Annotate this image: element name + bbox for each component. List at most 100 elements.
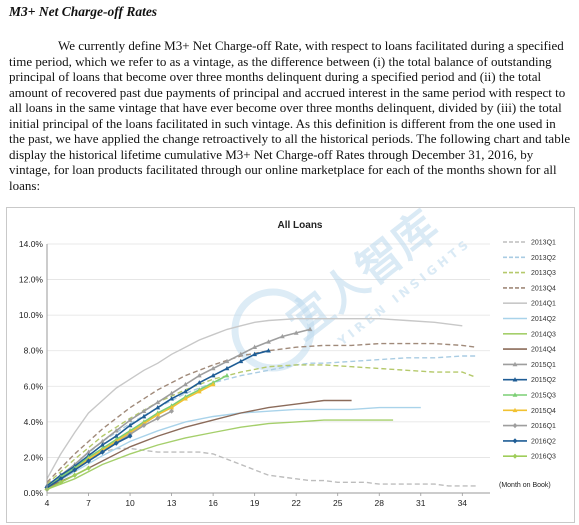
data-point-2015Q1 — [252, 344, 258, 349]
data-point-2015Q1 — [293, 330, 299, 335]
legend-label-2016Q3: 2016Q3 — [531, 454, 556, 461]
data-point-2015Q2 — [99, 442, 105, 447]
legend-label-2016Q1: 2016Q1 — [531, 423, 556, 430]
series-line-2013Q1 — [46, 447, 477, 489]
data-point-2015Q1 — [183, 381, 188, 387]
data-point-2015Q2 — [210, 373, 216, 378]
series-line-2015Q3 — [46, 374, 228, 489]
legend-marker-2016Q3 — [512, 453, 518, 459]
legend-marker-2015Q1 — [512, 361, 518, 367]
data-point-2016Q1 — [169, 408, 174, 414]
data-point-2015Q1 — [113, 428, 119, 433]
data-point-2015Q4 — [183, 396, 188, 401]
data-point-2016Q1 — [155, 415, 161, 421]
legend-label-2014Q2: 2014Q2 — [531, 316, 556, 323]
data-point-2015Q1 — [86, 449, 91, 454]
legend-label-2014Q1: 2014Q1 — [531, 301, 556, 308]
x-tick-label: 25 — [333, 498, 343, 508]
data-point-2016Q2 — [86, 458, 91, 464]
data-point-2015Q1 — [127, 417, 133, 422]
x-tick-label: 28 — [375, 498, 385, 508]
data-point-2015Q1 — [307, 326, 313, 332]
legend-marker-2015Q3 — [512, 392, 518, 397]
y-tick-label: 2.0% — [24, 452, 44, 462]
data-point-2015Q4 — [169, 405, 174, 410]
data-point-2015Q1 — [141, 408, 147, 413]
legend-label-2013Q1: 2013Q1 — [531, 240, 556, 247]
x-axis-label: (Month on Book) — [499, 482, 551, 489]
data-point-2016Q2 — [72, 467, 78, 473]
data-point-2016Q2 — [113, 440, 119, 446]
legend-label-2014Q3: 2014Q3 — [531, 331, 556, 338]
x-tick-label: 31 — [416, 498, 426, 508]
y-tick-label: 4.0% — [24, 417, 44, 427]
data-point-2016Q3 — [86, 465, 91, 471]
data-point-2016Q3 — [72, 472, 78, 478]
data-point-2015Q1 — [169, 390, 174, 396]
data-point-2015Q1 — [210, 365, 216, 371]
legend-label-2015Q2: 2015Q2 — [531, 377, 556, 384]
x-tick-label: 7 — [86, 498, 91, 508]
series-line-2015Q1 — [46, 328, 311, 487]
body-paragraph: We currently define M3+ Net Charge-off R… — [9, 38, 571, 193]
data-point-2015Q2 — [141, 413, 147, 419]
legend: 2013Q1 2013Q2 2013Q3 2013Q4 2014Q1 2014Q2 2014… — [503, 240, 556, 461]
legend-label-2013Q2: 2013Q2 — [531, 255, 556, 262]
x-tick-label: 4 — [45, 498, 50, 508]
data-point-2016Q2 — [58, 476, 64, 482]
x-tick-label: 34 — [458, 498, 468, 508]
section-heading: M3+ Net Charge-off Rates — [9, 4, 158, 19]
y-tick-label: 12.0% — [19, 275, 44, 285]
data-point-2015Q1 — [99, 438, 105, 444]
data-point-2015Q2 — [266, 348, 271, 353]
data-point-2015Q2 — [224, 365, 230, 371]
data-point-2015Q1 — [155, 399, 161, 405]
data-point-2015Q2 — [155, 405, 161, 410]
series-line-2013Q4 — [46, 342, 477, 483]
series-lines — [44, 317, 477, 493]
data-point-2015Q2 — [169, 396, 174, 401]
chart-frame: 宜人智库 YIREN INSIGHTS 0.0% 2.0% 4.0% 6.0% 8.0% 1… — [6, 207, 575, 523]
y-tick-label: 6.0% — [24, 381, 44, 391]
legend-label-2015Q1: 2015Q1 — [531, 362, 556, 369]
legend-label-2013Q4: 2013Q4 — [531, 285, 556, 292]
series-line-2014Q3 — [46, 419, 394, 491]
data-point-2015Q1 — [279, 333, 285, 339]
y-tick-label: 8.0% — [24, 346, 44, 356]
data-point-2015Q2 — [238, 358, 244, 364]
legend-label-2015Q3: 2015Q3 — [531, 393, 556, 400]
legend-label-2015Q4: 2015Q4 — [531, 408, 556, 415]
data-point-2015Q2 — [113, 433, 119, 438]
series-line-2014Q4 — [46, 399, 352, 489]
series-line-2013Q3 — [46, 364, 477, 485]
data-point-2015Q1 — [266, 339, 271, 344]
data-point-2015Q4 — [210, 381, 216, 387]
y-tick-label: 14.0% — [19, 239, 44, 249]
data-point-2015Q2 — [127, 422, 133, 428]
series-line-2014Q1 — [46, 317, 463, 480]
legend-marker-2016Q1 — [512, 423, 518, 429]
data-point-2015Q3 — [224, 373, 230, 378]
data-point-2015Q1 — [196, 373, 202, 378]
legend-label-2016Q2: 2016Q2 — [531, 438, 556, 445]
data-point-2015Q2 — [252, 351, 258, 357]
axes: 0.0% 2.0% 4.0% 6.0% 8.0% 10.0% 12.0% 14.0% 4 7 10 1… — [19, 239, 490, 508]
x-tick-label: 10 — [125, 498, 135, 508]
legend-marker-2016Q2 — [512, 438, 518, 444]
legend-label-2014Q4: 2014Q4 — [531, 347, 556, 354]
series-line-2016Q3 — [46, 467, 89, 491]
legend-marker-2015Q4 — [512, 407, 518, 413]
legend-marker-2015Q2 — [512, 377, 518, 382]
y-tick-label: 0.0% — [24, 488, 44, 498]
x-tick-label: 13 — [167, 498, 177, 508]
x-tick-label: 22 — [291, 498, 301, 508]
y-tick-label: 10.0% — [19, 310, 44, 320]
data-point-2015Q2 — [196, 380, 202, 385]
x-tick-label: 19 — [250, 498, 260, 508]
data-point-2015Q1 — [238, 351, 244, 357]
data-point-2015Q2 — [183, 389, 188, 394]
data-point-2015Q4 — [196, 389, 202, 394]
chart-title: All Loans — [277, 220, 322, 231]
data-point-2015Q1 — [224, 358, 230, 364]
